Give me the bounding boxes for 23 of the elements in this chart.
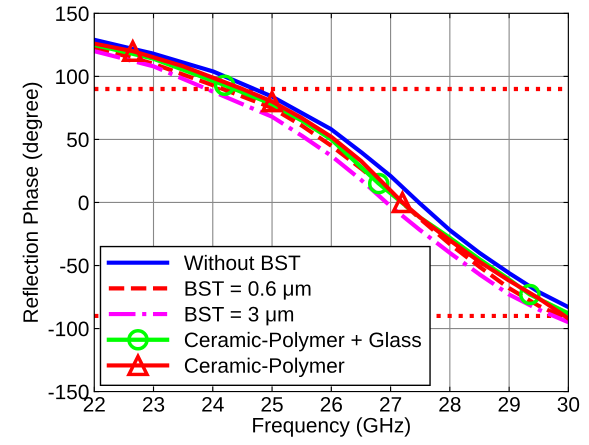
x-tick-label: 25 — [262, 397, 283, 412]
x-tick-label: 28 — [439, 397, 461, 412]
y-tick-label: 150 — [56, 6, 89, 22]
legend-label: Ceramic-Polymer + Glass — [184, 332, 421, 352]
y-axis-title: Reflection Phase (degree) — [22, 82, 42, 322]
legend-label: BST = 0.6 μm — [186, 281, 310, 300]
y-tick-label: 100 — [56, 69, 89, 84]
x-tick-label: 22 — [84, 397, 105, 412]
x-tick-label: 23 — [142, 397, 164, 412]
x-axis-title: Frequency (GHz) — [253, 417, 410, 437]
legend-label: BST = 3 μm — [186, 306, 294, 326]
x-tick-label: 29 — [498, 397, 520, 412]
y-tick-label: -50 — [60, 258, 89, 274]
y-tick-label: -100 — [48, 322, 89, 336]
y-tick-label: 0 — [78, 195, 89, 210]
legend-label: Without BST — [184, 254, 300, 270]
x-tick-label: 26 — [320, 397, 342, 412]
y-tick-label: -150 — [48, 384, 89, 400]
y-tick-label: 50 — [67, 132, 89, 148]
x-tick-label: 24 — [202, 397, 224, 412]
x-tick-label: 30 — [558, 397, 580, 412]
x-tick-label: 27 — [380, 397, 402, 412]
legend-label: Ceramic-Polymer — [184, 358, 344, 378]
